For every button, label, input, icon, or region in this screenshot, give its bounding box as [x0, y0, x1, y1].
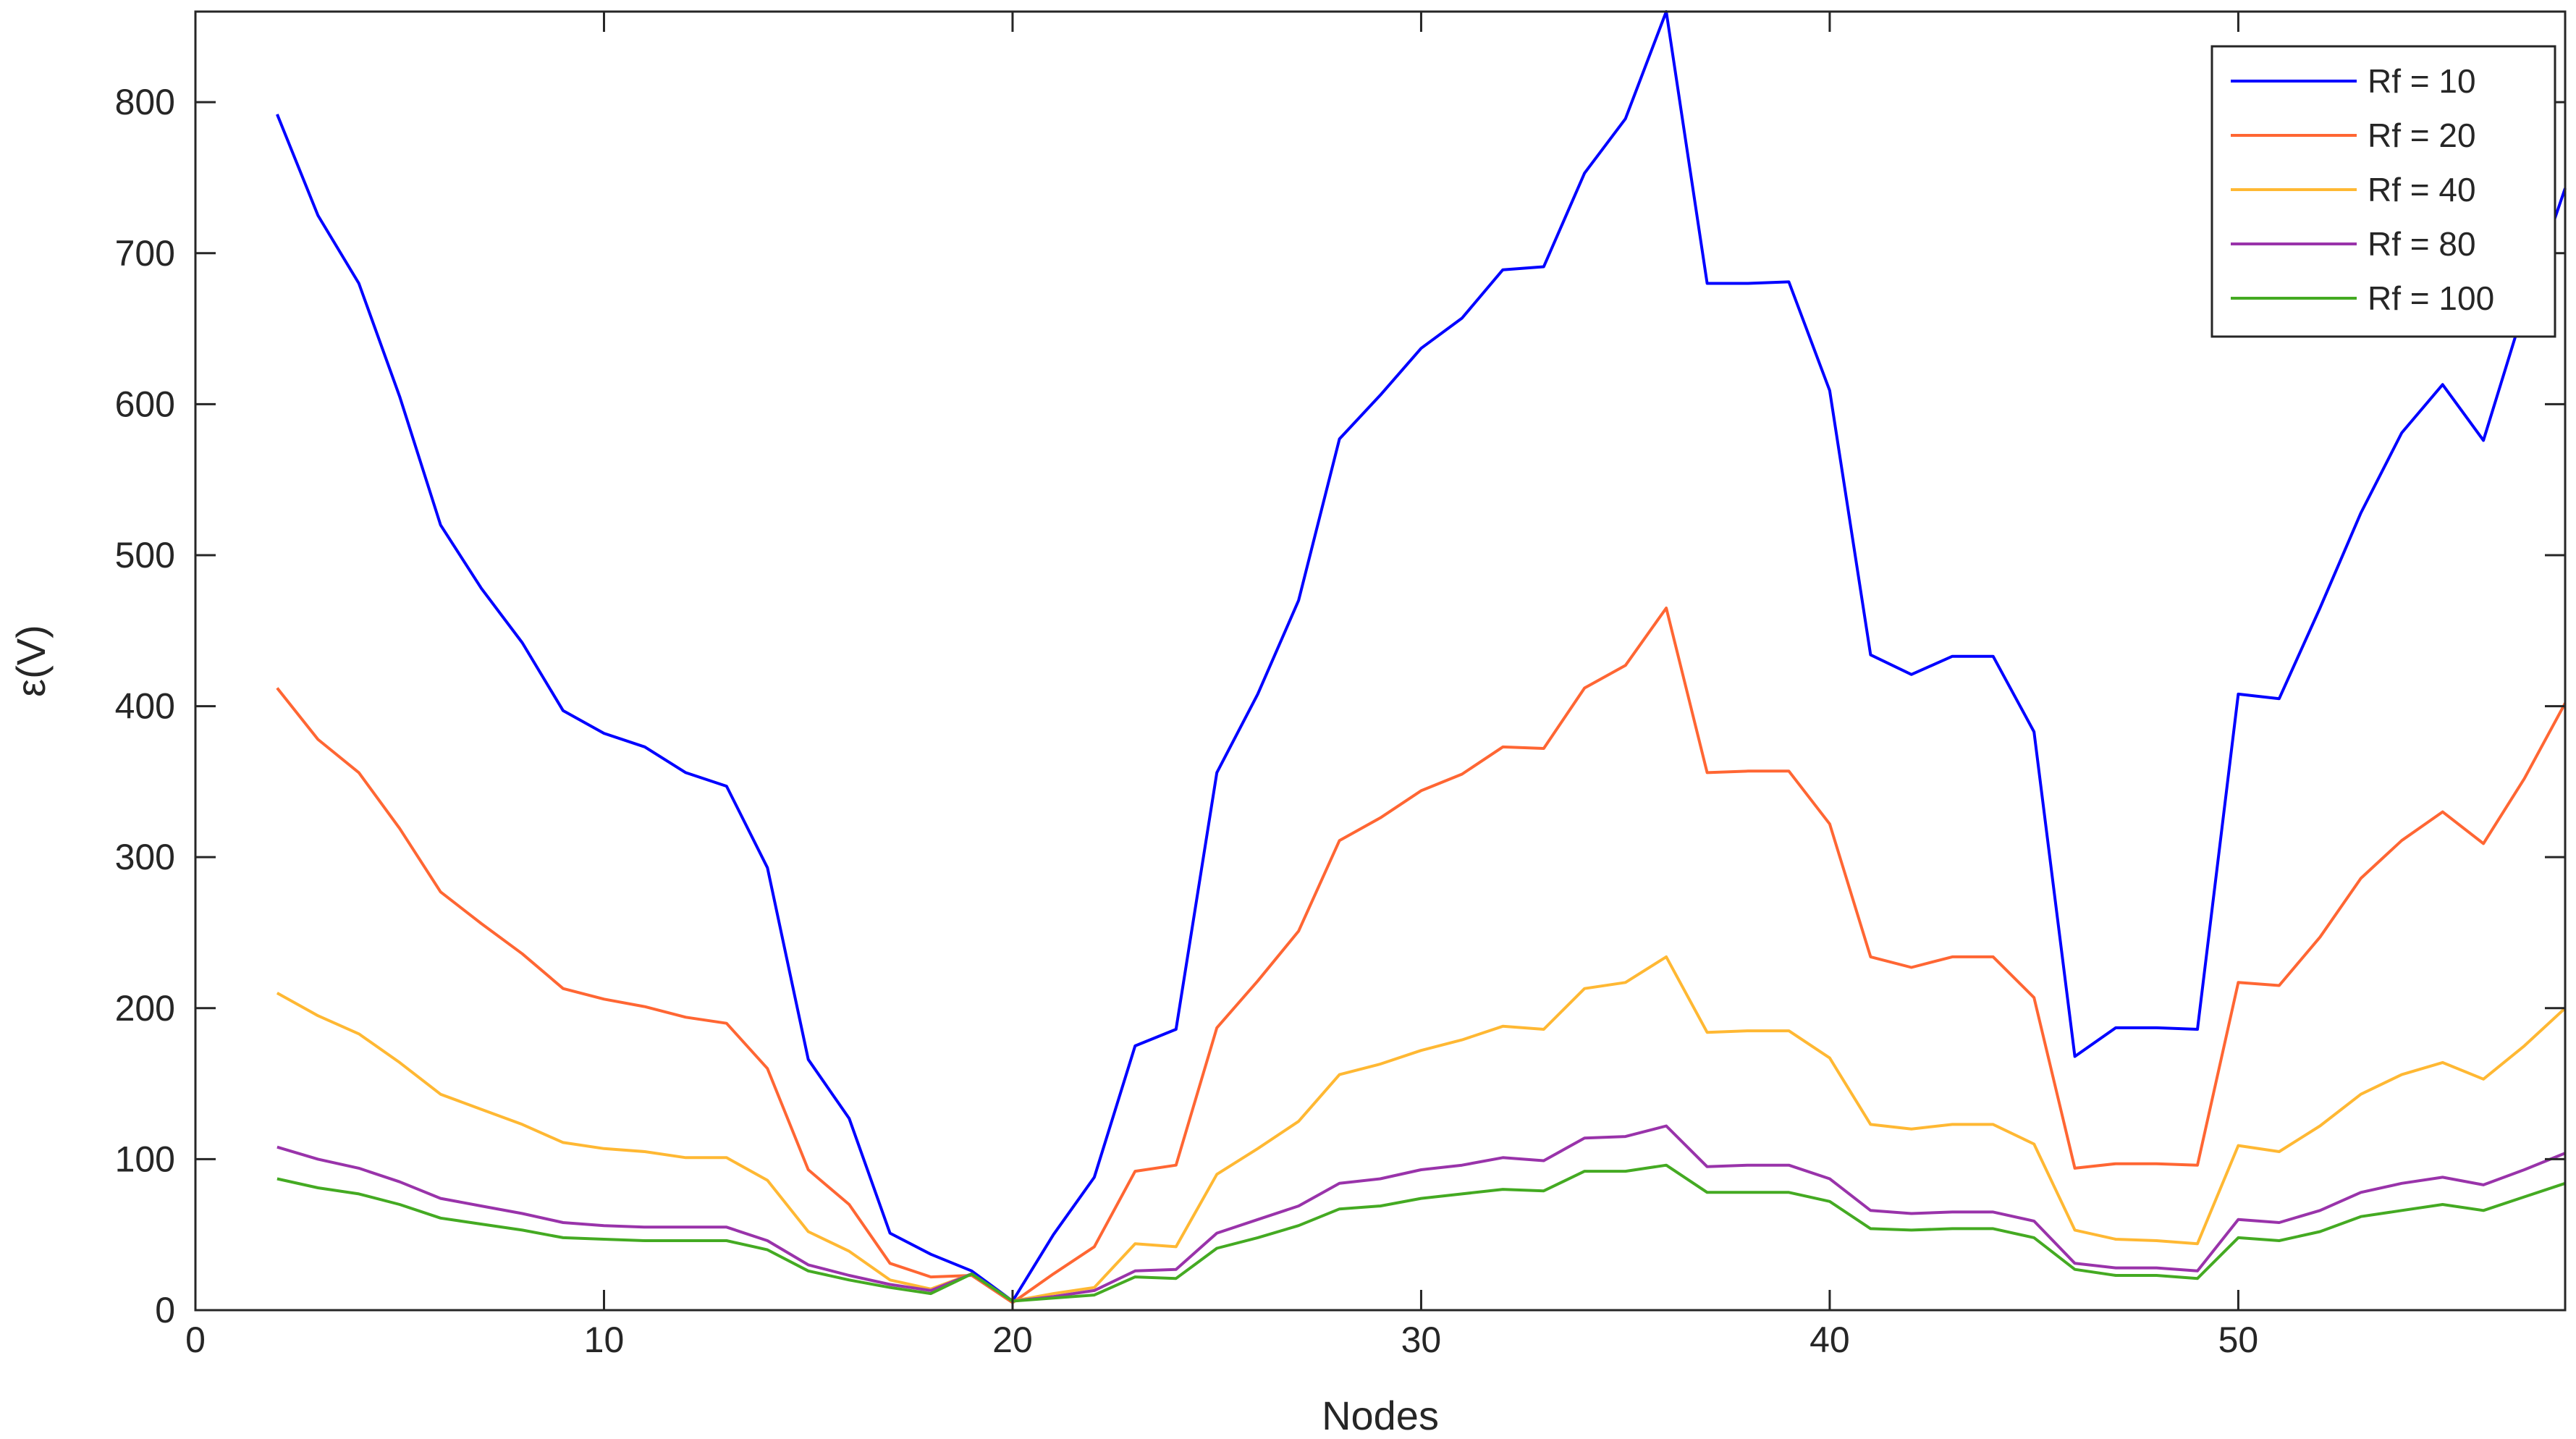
legend-label: Rf = 100: [2368, 279, 2494, 317]
y-tick-label: 200: [115, 988, 175, 1029]
y-tick-label: 300: [115, 837, 175, 877]
y-tick-label: 100: [115, 1139, 175, 1179]
series-line-5: [276, 1163, 2566, 1303]
legend-box: [2210, 45, 2556, 338]
series-lines: [276, 10, 2567, 1304]
series-line-3: [276, 955, 2567, 1303]
y-tick-label: 700: [115, 233, 175, 274]
y-tick-label: 600: [115, 384, 175, 424]
x-tick-label: 30: [1401, 1320, 1442, 1360]
series-line-4: [276, 1124, 2566, 1303]
y-tick-label: 800: [115, 82, 175, 122]
series-line-2: [276, 607, 2567, 1304]
y-tick-label: 0: [155, 1290, 175, 1330]
y-tick-label: 500: [115, 535, 175, 575]
x-tick-label: 10: [584, 1320, 625, 1360]
x-tick-label: 40: [1809, 1320, 1850, 1360]
y-axis-title: ε(V): [8, 625, 54, 697]
legend-label: Rf = 10: [2368, 62, 2476, 100]
x-tick-label: 50: [2218, 1320, 2259, 1360]
legend: Rf = 10 Rf = 20 Rf = 40 Rf = 80 Rf = 100: [2210, 45, 2556, 338]
x-tick-label: 0: [185, 1320, 206, 1360]
x-tick-label: 20: [992, 1320, 1033, 1360]
legend-label: Rf = 40: [2368, 171, 2476, 208]
plot-area-frame: [194, 10, 2567, 1312]
x-axis-title: Nodes: [1322, 1393, 1439, 1438]
legend-label: Rf = 80: [2368, 225, 2476, 263]
legend-label: Rf = 20: [2368, 117, 2476, 154]
y-tick-label: 400: [115, 686, 175, 727]
series-line-1: [276, 10, 2567, 1303]
